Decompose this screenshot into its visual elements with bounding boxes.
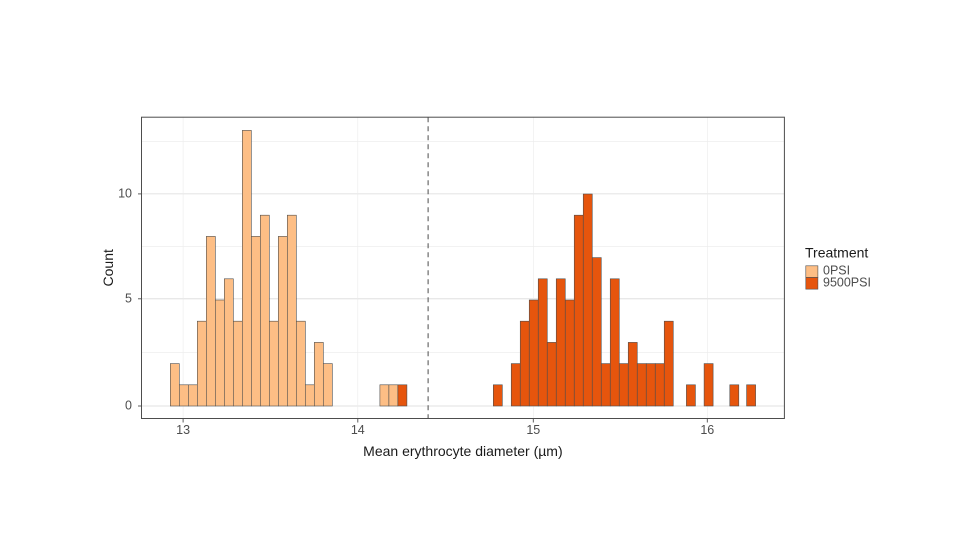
svg-text:10: 10	[118, 186, 132, 200]
svg-text:9500PSI: 9500PSI	[823, 275, 871, 289]
svg-text:Mean erythrocyte diameter (µm): Mean erythrocyte diameter (µm)	[363, 443, 562, 459]
svg-text:14: 14	[351, 423, 365, 437]
svg-text:5: 5	[125, 291, 132, 305]
svg-text:Treatment: Treatment	[805, 245, 868, 261]
svg-text:13: 13	[176, 423, 190, 437]
svg-text:Count: Count	[100, 249, 116, 286]
svg-text:0: 0	[125, 399, 132, 413]
svg-text:15: 15	[526, 423, 540, 437]
svg-text:16: 16	[700, 423, 714, 437]
